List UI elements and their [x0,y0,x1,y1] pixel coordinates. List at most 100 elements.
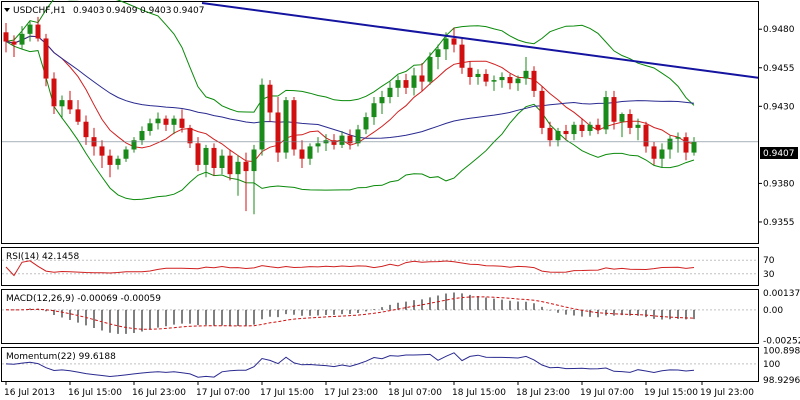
candle-body [427,56,433,82]
rsi-header: RSI(14) 42.1458 [6,252,79,262]
candle-body [299,149,305,159]
candle-body [307,146,313,159]
candle-body [267,84,273,113]
time-tick-label: 17 Jul 07:00 [196,388,250,398]
candle-body [587,124,593,131]
candle-body [51,78,57,107]
ohlc-close: 0.9407 [173,6,205,16]
candle-body [651,146,657,159]
momentum-header: Momentum(22) 99.6188 [6,352,116,362]
bollinger-lower-line [5,41,695,201]
candle-body [283,100,289,153]
rsi-line [5,260,695,277]
candle-body [507,77,513,84]
candle-body [75,109,81,122]
time-tick-label: 17 Jul 23:00 [324,388,378,398]
candle-body [667,138,673,150]
rsi-plot [2,259,758,277]
candle-body [27,24,33,34]
time-tick-label: 16 Jul 2013 [4,388,55,398]
candle-body [475,73,481,78]
price-plot [2,0,759,215]
price-tick-label: 0.9380 [763,179,795,189]
resistance-trendline [201,2,759,79]
current-price-tag [760,147,798,159]
candle-body [115,158,121,165]
candle-body [627,114,633,128]
macd-plot [2,292,758,334]
axes: 0.9480 0.9455 0.9430 0.9380 0.9355 16 Jul 201… [4,25,800,398]
candle-body [347,135,353,144]
candle-body [211,147,217,168]
candle-body [451,38,457,45]
candle-body [3,32,9,42]
macd-signal-line [5,296,695,330]
candle-body [675,137,681,139]
candle-body [35,24,41,39]
macd-tick-label: 0.00137 [763,289,800,299]
candle-body [131,140,137,150]
candle-body [155,118,161,124]
candle-body [595,124,601,130]
price-tick-label: 0.9355 [763,218,795,228]
candle-body [315,143,321,147]
time-tick-label: 19 Jul 15:00 [644,388,698,398]
candle-body [227,155,233,175]
candle-body [187,127,193,144]
candle-body [251,149,257,172]
candle-body [291,100,297,150]
collapse-triangle-icon[interactable] [4,8,10,12]
time-tick-label: 17 Jul 15:00 [260,388,314,398]
candle-body [339,135,345,145]
price-tick-label: 0.9455 [763,64,795,74]
candle-body [467,67,473,78]
candle-body [419,75,425,82]
candle-body [563,130,569,135]
candle-body [387,87,393,98]
candle-body [43,38,49,79]
candle-body [259,84,265,150]
momentum-panel-frame [1,347,759,382]
time-tick-label: 18 Jul 07:00 [388,388,442,398]
time-tick-label: 18 Jul 15:00 [452,388,506,398]
candle-body [59,100,65,107]
candle-body [443,38,449,50]
candle-body [139,130,145,141]
candle-body [107,155,113,165]
price-tick-label: 0.9430 [763,102,795,112]
candle-body [411,75,417,88]
candle-body [403,80,409,88]
candle-body [555,130,561,141]
candle-body [395,80,401,88]
candle-body [243,161,249,172]
bollinger-upper-line [5,0,695,113]
candle-body [635,124,641,128]
rsi-level-label: 30 [763,270,775,280]
current-price-label: 0.9407 [763,149,795,159]
candle-body [163,118,169,125]
candle-body [123,149,129,159]
momentum-tick-label: 98.9296 [763,376,800,386]
candle-body [379,97,385,104]
candle-body [275,112,281,153]
candle-body [355,129,361,144]
momentum-plot [2,352,758,378]
momentum-line [5,352,695,378]
candle-body [483,73,489,82]
candle-body [11,41,17,45]
candle-body [363,117,369,130]
candle-body [219,155,225,168]
ohlc-open: 0.9403 [73,6,105,16]
candle-body [531,70,537,91]
candle-body [459,44,465,68]
candle-body [83,121,89,138]
candle-body [619,114,625,122]
candle-body [235,161,241,175]
macd-tick-label: 0.00 [763,306,783,316]
candle-body [99,146,105,156]
momentum-tick-label: 100.8988 [763,347,800,357]
candle-body [579,124,585,131]
time-tick-label: 19 Jul 07:00 [580,388,634,398]
candle-body [171,118,177,125]
